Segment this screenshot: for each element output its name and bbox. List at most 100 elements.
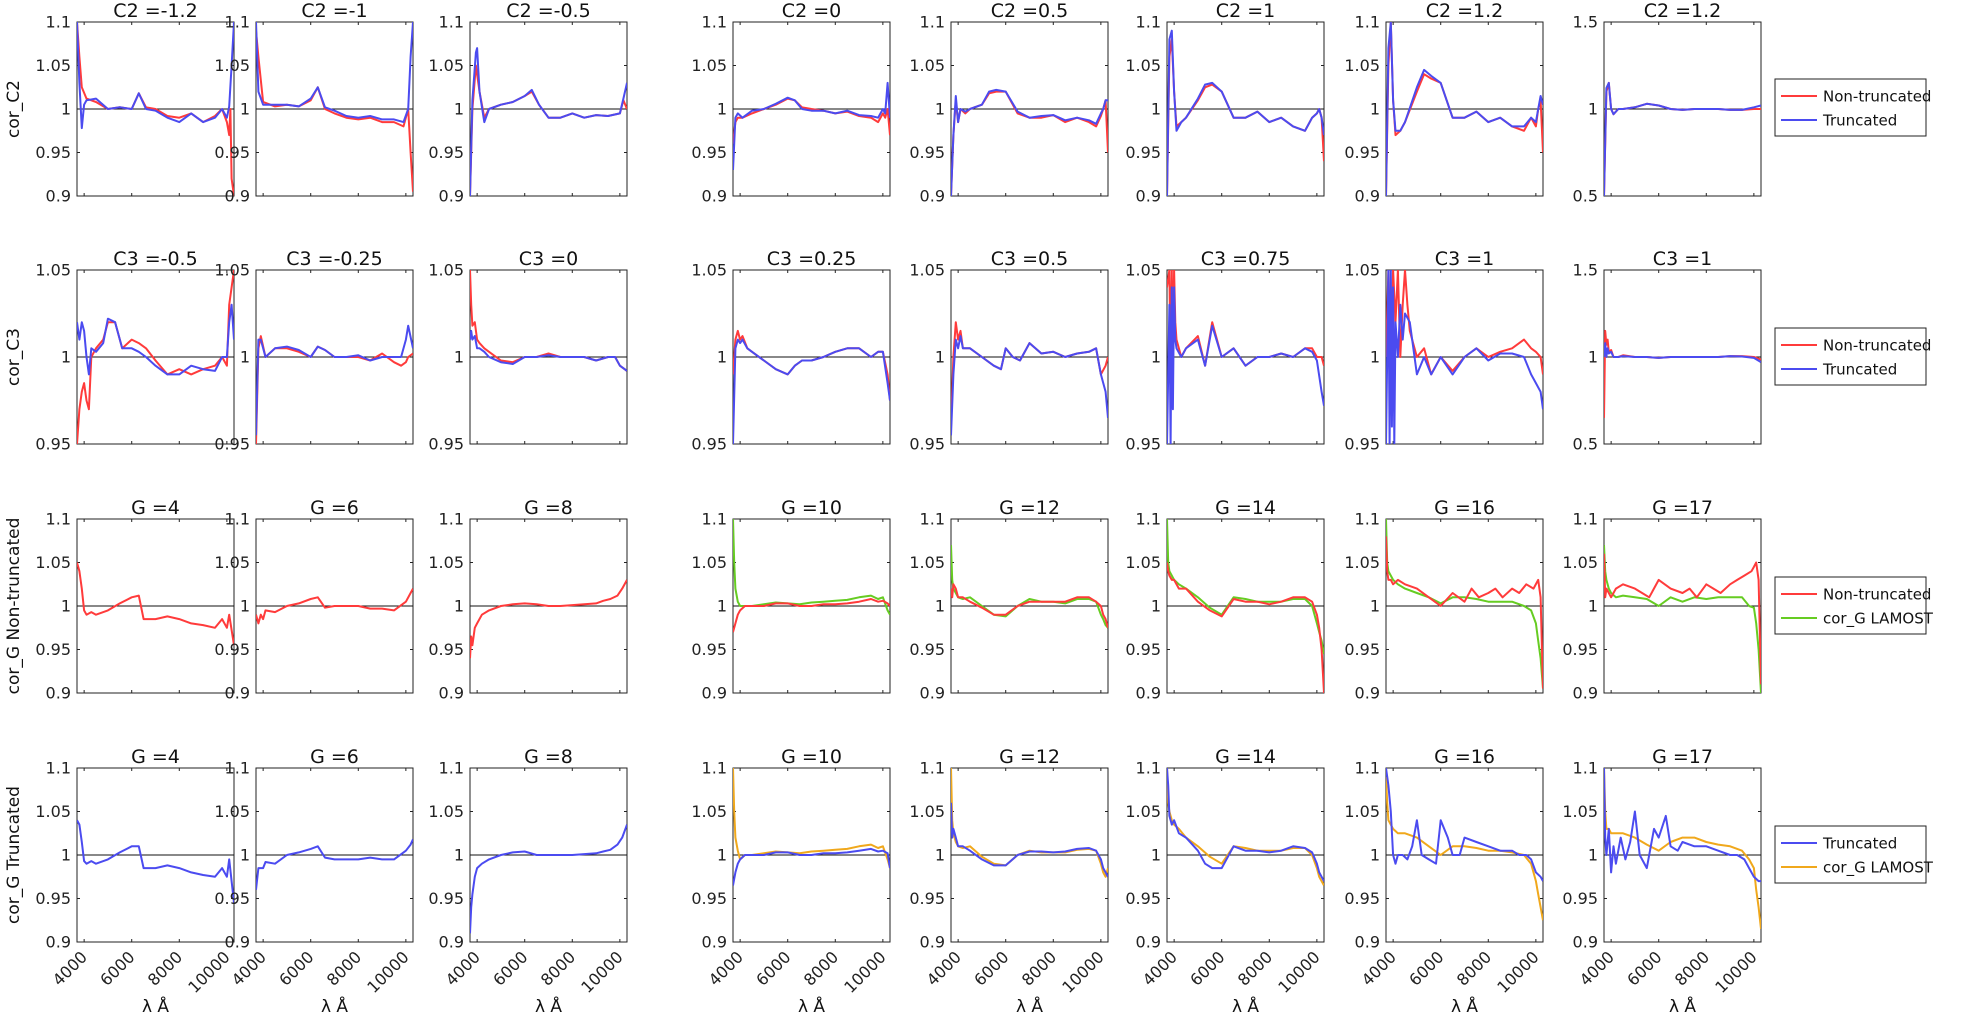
series-line-truncated [1167,768,1324,882]
y-tick-label: 0.9 [225,684,250,703]
y-tick-label: 1.05 [1562,802,1598,821]
legend-label: Truncated [1822,834,1897,852]
subplot: G =4 0.9 0.95 1 1.05 1.1 [35,497,235,703]
series-line-cor-g-lamost [733,519,890,616]
y-tick-label: 0.9 [439,933,464,952]
legend-label: Non-truncated [1823,585,1931,603]
y-tick-label: 1.1 [46,13,71,32]
x-axis-label: λ Å [535,995,562,1017]
y-tick-label: 1.1 [439,510,464,529]
y-tick-label: 0.95 [428,889,464,908]
subplot: G =17 0.9 0.95 1 1.05 1.1 [1562,497,1762,703]
series-line-cor-g-lamost [733,768,890,869]
series-line-non-truncated [77,562,234,646]
x-axis-label: λ Å [1232,995,1259,1017]
y-tick-label: 1.05 [1125,56,1161,75]
y-tick-label: 1 [454,100,464,119]
x-tick-label: 6000 [752,947,794,989]
y-tick-label: 1 [935,100,945,119]
subplot-title: G =8 [524,497,573,519]
legend-label: cor_G LAMOST [1823,609,1934,628]
x-tick-label: 4000 [228,947,270,989]
x-tick-label: 10000 [840,947,889,996]
series-line-non-truncated [1167,562,1324,693]
series-line-non-truncated [1386,270,1543,376]
row-y-label: cor_C3 [4,328,24,386]
legend-label: Non-truncated [1823,87,1931,105]
subplot: C3 =0.5 0.95 1 1.05 [909,248,1109,454]
subplot: G =10 0.9 0.95 1 1.05 1.1 [691,497,891,703]
legend-frame [1774,576,1927,635]
y-tick-label: 1 [935,348,945,367]
series-line-truncated [77,819,234,904]
y-tick-label: 0.95 [428,640,464,659]
y-tick-label: 1 [1151,597,1161,616]
subplot-title: C2 =1 [1216,0,1275,22]
subplot-title: C3 =0.25 [767,248,857,270]
y-tick-label: 1.1 [702,13,727,32]
subplot-title: G =4 [131,497,180,519]
y-tick-label: 1 [61,348,71,367]
y-tick-label: 0.95 [428,435,464,454]
y-tick-label: 1.05 [428,553,464,572]
subplot-title: C2 =-1 [301,0,367,22]
y-tick-label: 1 [1370,846,1380,865]
legend-frame [1774,78,1927,137]
subplot-title: C3 =1 [1435,248,1494,270]
y-tick-label: 1.1 [225,510,250,529]
y-tick-label: 0.9 [1136,684,1161,703]
x-tick-label: 6000 [970,947,1012,989]
y-tick-label: 1 [717,846,727,865]
y-tick-label: 1.05 [691,261,727,280]
y-tick-label: 0.5 [1573,187,1598,206]
subplot: G =12 0.9 0.95 1 1.05 1.1 [909,497,1109,703]
series-line-truncated [1386,270,1543,444]
x-tick-label: 4000 [49,947,91,989]
y-tick-label: 0.95 [1344,889,1380,908]
y-tick-label: 1 [935,846,945,865]
y-tick-label: 1.1 [702,759,727,778]
x-axis-label: λ Å [1669,995,1696,1017]
series-line-cor-g-lamost [1604,768,1761,930]
x-tick-label: 6000 [275,947,317,989]
series-line-truncated [1167,286,1324,444]
y-tick-label: 1.1 [920,510,945,529]
y-tick-label: 1.1 [439,759,464,778]
legend: Non-truncated cor_G LAMOST [1774,576,1934,635]
y-tick-label: 0.9 [702,684,727,703]
x-tick-label: 4000 [1139,947,1181,989]
subplot: C2 =-1 0.9 0.95 1 1.05 1.1 [214,0,414,206]
y-tick-label: 0.95 [1344,143,1380,162]
series-line-truncated [733,338,890,444]
y-tick-label: 1 [717,597,727,616]
series-line-truncated [470,329,627,372]
series-line-non-truncated [733,598,890,633]
subplot-title: C2 =0 [782,0,841,22]
series-line-truncated [1604,81,1761,196]
subplot: C2 =-0.5 0.9 0.95 1 1.05 1.1 [428,0,628,206]
row-y-label: cor_C2 [4,80,24,138]
y-tick-label: 0.95 [909,640,945,659]
subplot-title: C2 =1.2 [1644,0,1722,22]
legend-frame [1774,327,1927,386]
legend-label: cor_G LAMOST [1823,858,1934,877]
y-tick-label: 1.05 [214,553,250,572]
y-tick-label: 1.05 [214,802,250,821]
y-tick-label: 0.95 [214,889,250,908]
y-tick-label: 1 [935,597,945,616]
row-y-label: cor_G Non-truncated [4,518,24,695]
y-tick-label: 0.95 [428,143,464,162]
y-tick-label: 1 [1588,100,1598,119]
y-tick-label: 1.05 [35,553,71,572]
y-tick-label: 1 [1370,348,1380,367]
y-tick-label: 1.1 [920,13,945,32]
series-line-non-truncated [256,588,413,625]
series-line-truncated [470,47,627,196]
row-y-label: cor_G Truncated [4,786,24,924]
y-tick-label: 1 [1370,100,1380,119]
